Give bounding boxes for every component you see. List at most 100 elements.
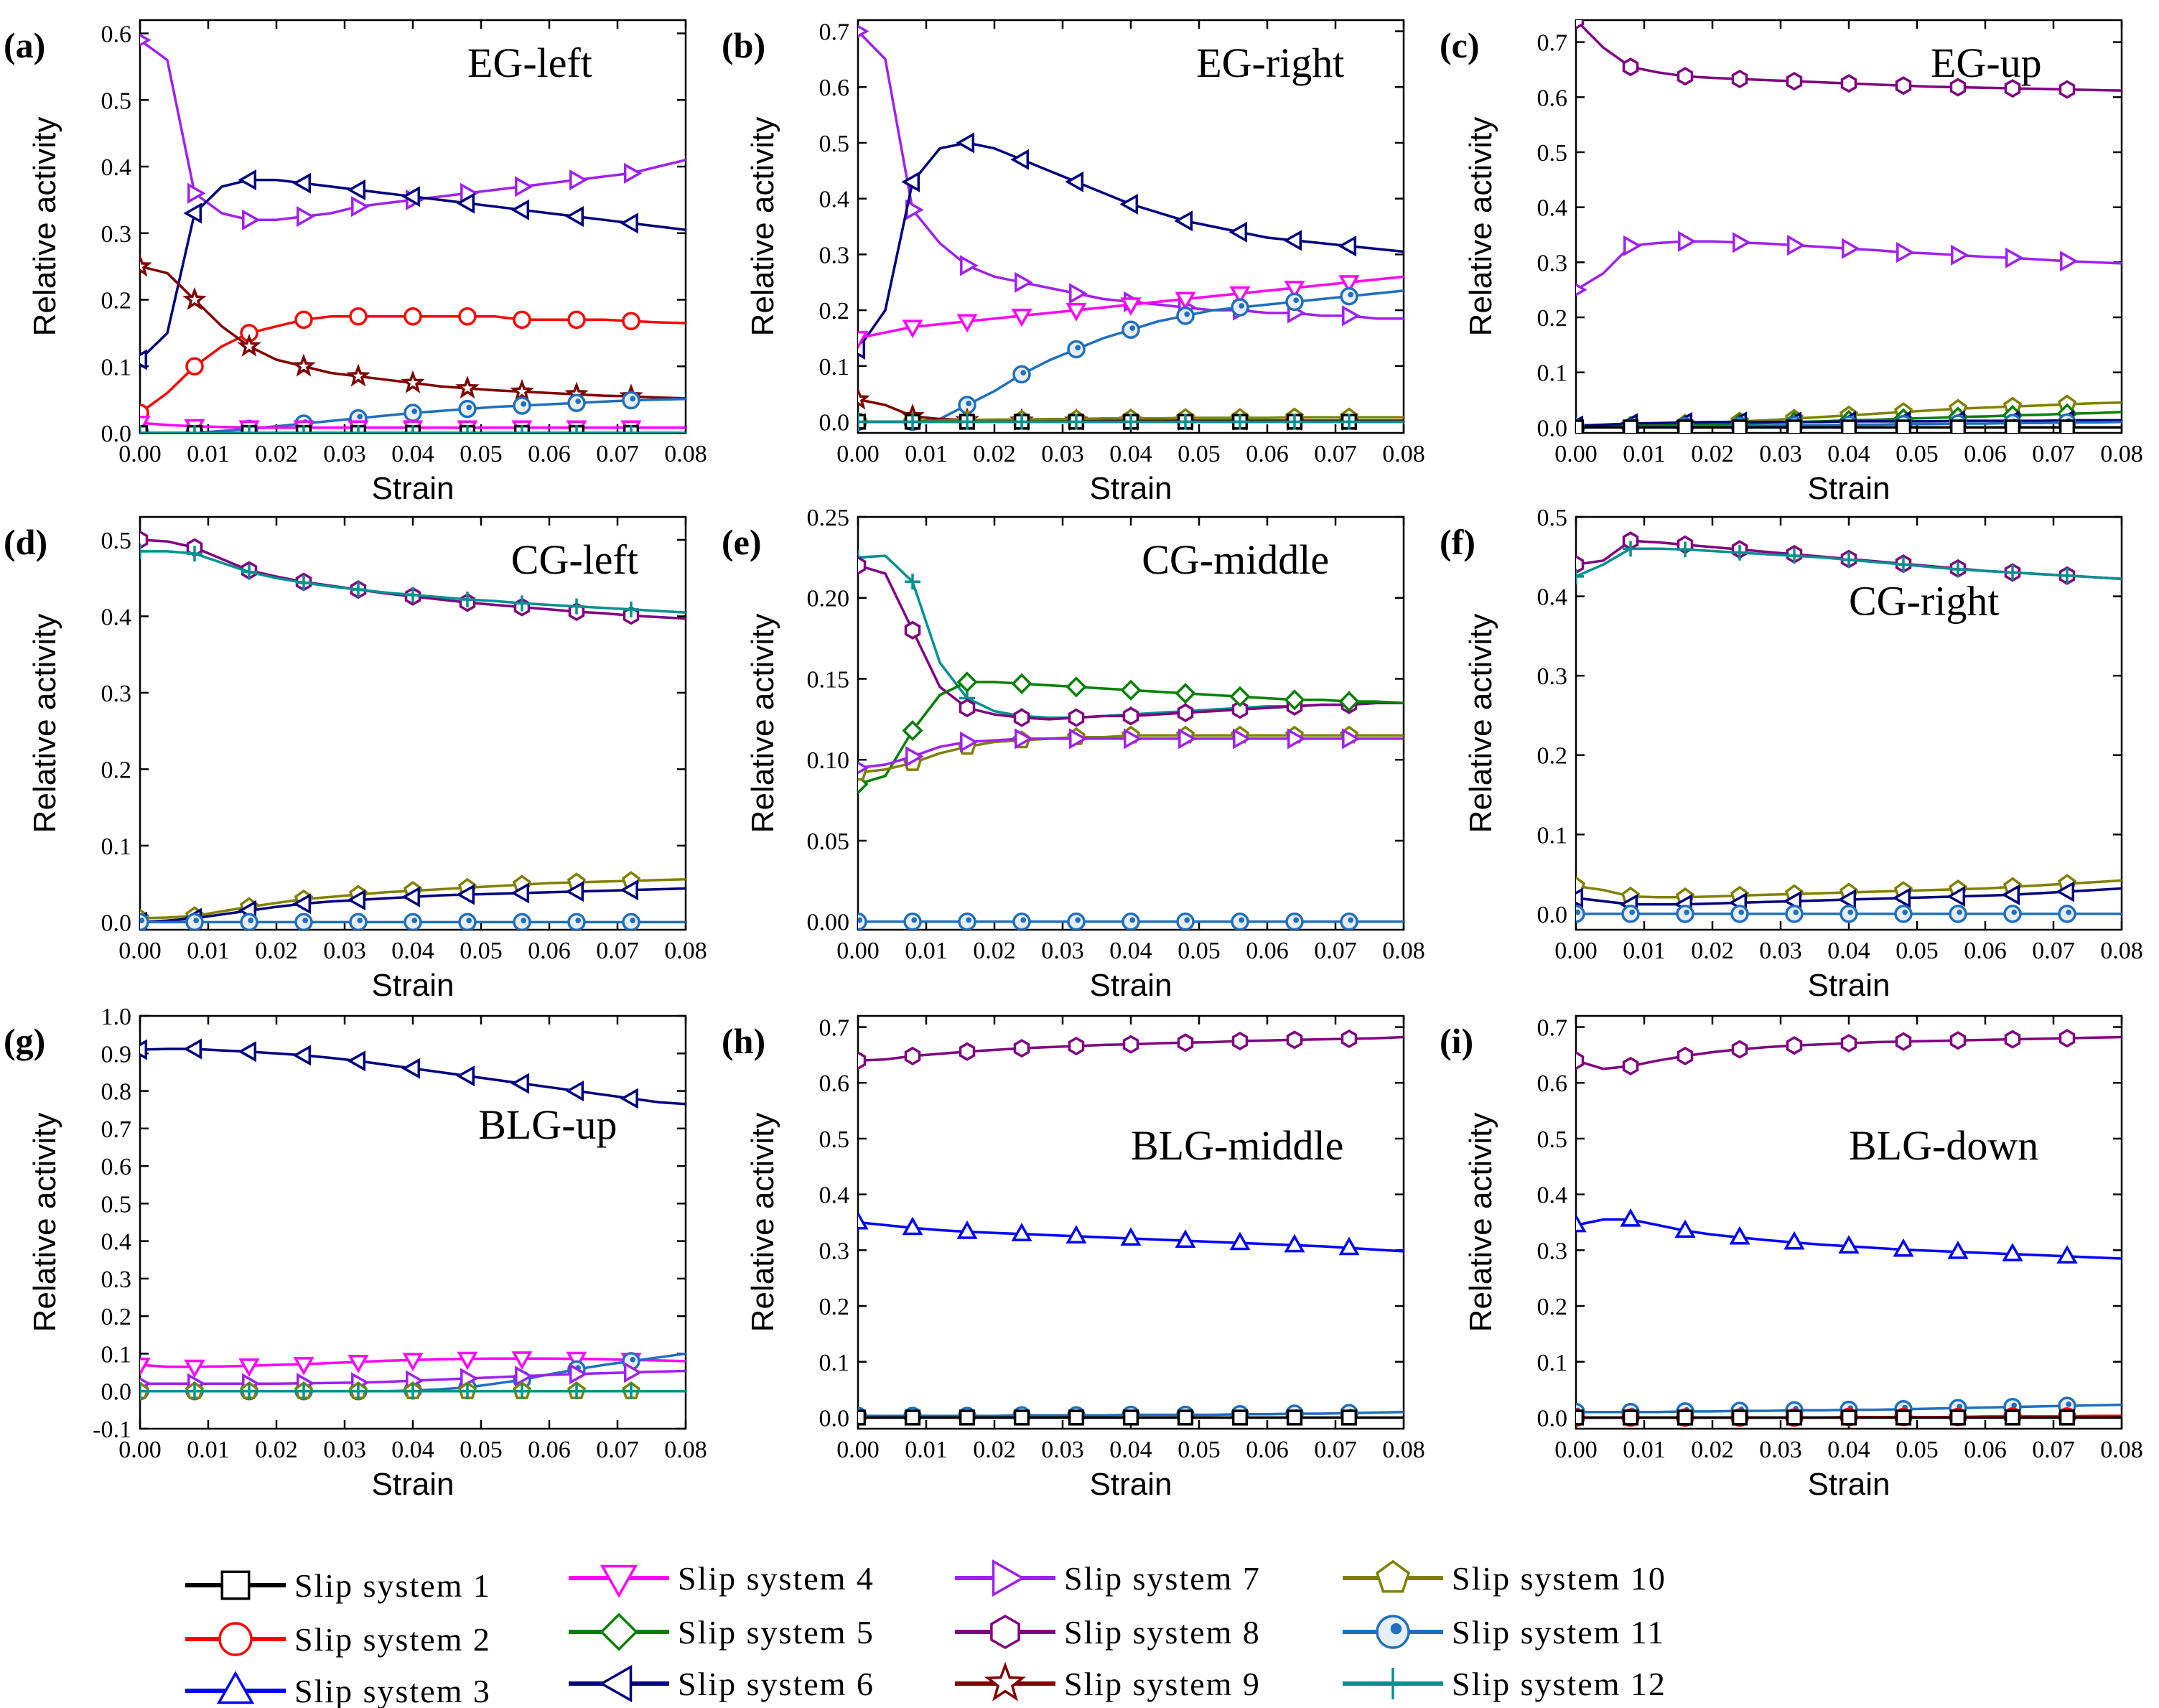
y-tick-label: 0.2: [101, 1304, 132, 1330]
y-tick-label: 0.0: [101, 421, 132, 447]
x-axis-label: Strain: [372, 471, 454, 506]
data-point-slip-system-9: [455, 375, 480, 399]
x-tick-label: 0.04: [1109, 938, 1152, 964]
legend-marker: [1375, 1559, 1411, 1593]
data-point-slip-system-12: [460, 425, 475, 433]
data-point-slip-system-7: [2060, 251, 2079, 272]
data-point-slip-system-7: [242, 209, 261, 230]
legend-marker: [992, 1559, 1025, 1597]
data-point-slip-system-12: [140, 1383, 148, 1399]
y-axis-label: Relative activity: [27, 1113, 62, 1333]
x-axis-label: Strain: [1090, 471, 1172, 506]
legend-item: Slip system 8: [955, 1614, 1259, 1651]
x-tick-label: 0.01: [905, 938, 948, 964]
data-point-slip-system-7: [858, 24, 869, 38]
data-point-slip-system-6: [1174, 210, 1193, 232]
x-tick-label: 0.04: [1827, 441, 1870, 467]
y-tick-label: 0.00: [807, 910, 850, 936]
panel-letter: (d): [4, 522, 47, 562]
y-tick-label: 0.0: [819, 1405, 850, 1432]
data-point-slip-system-6: [2001, 884, 2020, 905]
data-point-slip-system-8: [1677, 67, 1694, 86]
legend-marker: [990, 1614, 1020, 1650]
data-point-slip-system-6: [1946, 885, 1966, 907]
y-axis-label: Relative activity: [1463, 117, 1498, 337]
series-layer: [1576, 20, 2122, 433]
data-point-slip-system-1: [1677, 1409, 1694, 1426]
data-point-slip-system-11-dot: [1684, 909, 1690, 915]
y-tick-label: 0.5: [1537, 140, 1568, 167]
data-point-slip-system-3: [956, 1221, 978, 1239]
x-tick-label: 0.05: [460, 441, 503, 467]
data-point-slip-system-12: [140, 543, 148, 559]
legend-item: Slip system 6: [569, 1664, 873, 1703]
x-tick-label: 0.06: [1964, 1437, 2007, 1463]
x-tick-label: 0.03: [323, 441, 366, 467]
data-point-slip-system-9: [346, 363, 370, 387]
data-point-slip-system-11-dot: [466, 404, 472, 411]
data-point-slip-system-7: [569, 1363, 588, 1385]
x-tick-label: 0.08: [2100, 938, 2143, 964]
legend-item: Slip system 3: [185, 1671, 490, 1708]
y-tick-label: 0.5: [819, 131, 850, 157]
data-point-slip-system-7: [1069, 728, 1088, 750]
data-point-slip-system-12: [905, 414, 920, 430]
data-point-slip-system-6: [183, 202, 202, 224]
data-point-slip-system-8: [1895, 76, 1912, 95]
data-point-slip-system-5: [956, 671, 978, 693]
data-point-slip-system-8: [1231, 700, 1249, 719]
data-point-slip-system-6: [1892, 887, 1911, 909]
data-point-slip-system-12: [1123, 414, 1139, 430]
data-point-slip-system-12: [623, 601, 639, 617]
data-point-slip-system-3: [1338, 1236, 1360, 1256]
data-point-slip-system-1: [2058, 1409, 2076, 1426]
data-point-slip-system-11-dot: [1902, 909, 1908, 915]
legend-marker: [600, 1564, 638, 1598]
data-point-slip-system-8: [858, 1051, 867, 1070]
legend-label: Slip system 11: [1452, 1614, 1665, 1651]
data-point-slip-system-6: [1119, 193, 1139, 215]
data-point-slip-system-7: [623, 1361, 643, 1383]
data-point-slip-system-1: [1622, 419, 1639, 433]
y-axis-label: Relative activity: [1463, 1113, 1498, 1333]
panel-c: 0.00 0.01 0.02 0.03 0.04 0.05 0.06 0.07 0.08 0.0 0…: [1440, 19, 2143, 506]
x-tick-label: 0.02: [973, 1437, 1016, 1463]
data-point-slip-system-8: [1122, 706, 1139, 726]
data-point-slip-system-11-dot: [1184, 311, 1190, 317]
data-point-slip-system-12: [241, 1383, 257, 1399]
data-point-slip-system-11-dot: [630, 918, 636, 924]
y-tick-label: 0.2: [1537, 305, 1568, 332]
data-point-slip-system-11-dot: [1348, 291, 1354, 298]
series-layer: [1576, 1029, 2122, 1427]
data-point-slip-system-3: [1783, 1231, 1805, 1250]
data-point-slip-system-2: [567, 310, 586, 330]
data-point-slip-system-6: [140, 1039, 148, 1060]
data-point-slip-system-3: [1284, 1233, 1305, 1253]
x-tick-label: 0.01: [905, 441, 948, 467]
data-point-slip-system-3: [1175, 1229, 1196, 1249]
data-point-slip-system-8: [1622, 1056, 1639, 1075]
data-point-slip-system-8: [1576, 20, 1585, 30]
x-tick-label: 0.07: [2032, 1437, 2075, 1463]
data-point-slip-system-12: [1732, 544, 1748, 561]
data-point-slip-system-5: [1284, 689, 1305, 711]
data-point-slip-system-6: [510, 1073, 530, 1094]
x-tick-label: 0.08: [2100, 1437, 2143, 1463]
data-point-slip-system-1: [1177, 1409, 1194, 1426]
data-point-slip-system-7: [1678, 230, 1697, 252]
data-point-slip-system-7: [515, 176, 533, 197]
data-point-slip-system-11-dot: [357, 414, 363, 420]
data-point-slip-system-1: [1731, 1409, 1748, 1426]
panel-title: EG-right: [1196, 39, 1344, 86]
data-point-slip-system-6: [456, 884, 475, 905]
y-axis-label: Relative activity: [27, 117, 62, 337]
legend-label: Slip system 12: [1452, 1666, 1666, 1702]
data-point-slip-system-12: [1623, 541, 1638, 557]
x-tick-label: 0.01: [187, 1437, 230, 1463]
data-point-slip-system-7: [297, 205, 315, 228]
x-tick-label: 0.02: [973, 441, 1016, 467]
data-point-slip-system-1: [1340, 1409, 1358, 1426]
data-point-slip-system-6: [620, 213, 638, 234]
x-tick-label: 0.05: [1895, 441, 1939, 467]
panel-title: BLG-middle: [1131, 1122, 1343, 1169]
